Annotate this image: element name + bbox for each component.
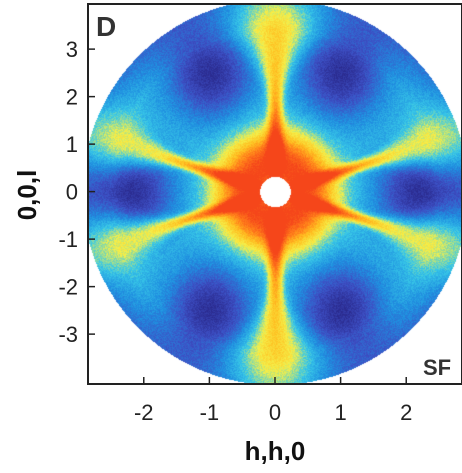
x-axis-label: h,h,0	[245, 436, 306, 466]
y-axis-label: 0,0,l	[12, 170, 42, 221]
y-tick-label: 0	[66, 180, 78, 205]
y-tick-label: -2	[58, 275, 78, 300]
y-tick-label: -1	[58, 227, 78, 252]
x-tick-label: -2	[134, 400, 154, 425]
x-tick-label: -1	[200, 400, 220, 425]
y-tick-label: 1	[66, 132, 78, 157]
y-tick-label: 3	[66, 37, 78, 62]
y-tick-label: -3	[58, 322, 78, 347]
intensity-heatmap	[88, 4, 462, 384]
y-tick-label: 2	[66, 85, 78, 110]
corner-label: SF	[423, 355, 451, 380]
axis-ticks: -2 -1 0 1 2 -3 -2 -1 0 1 2 3	[58, 37, 412, 425]
x-tick-label: 1	[334, 400, 346, 425]
x-tick-label: 2	[400, 400, 412, 425]
heatmap-image	[88, 4, 462, 384]
x-tick-label: 0	[269, 400, 281, 425]
panel-label: D	[96, 11, 116, 42]
